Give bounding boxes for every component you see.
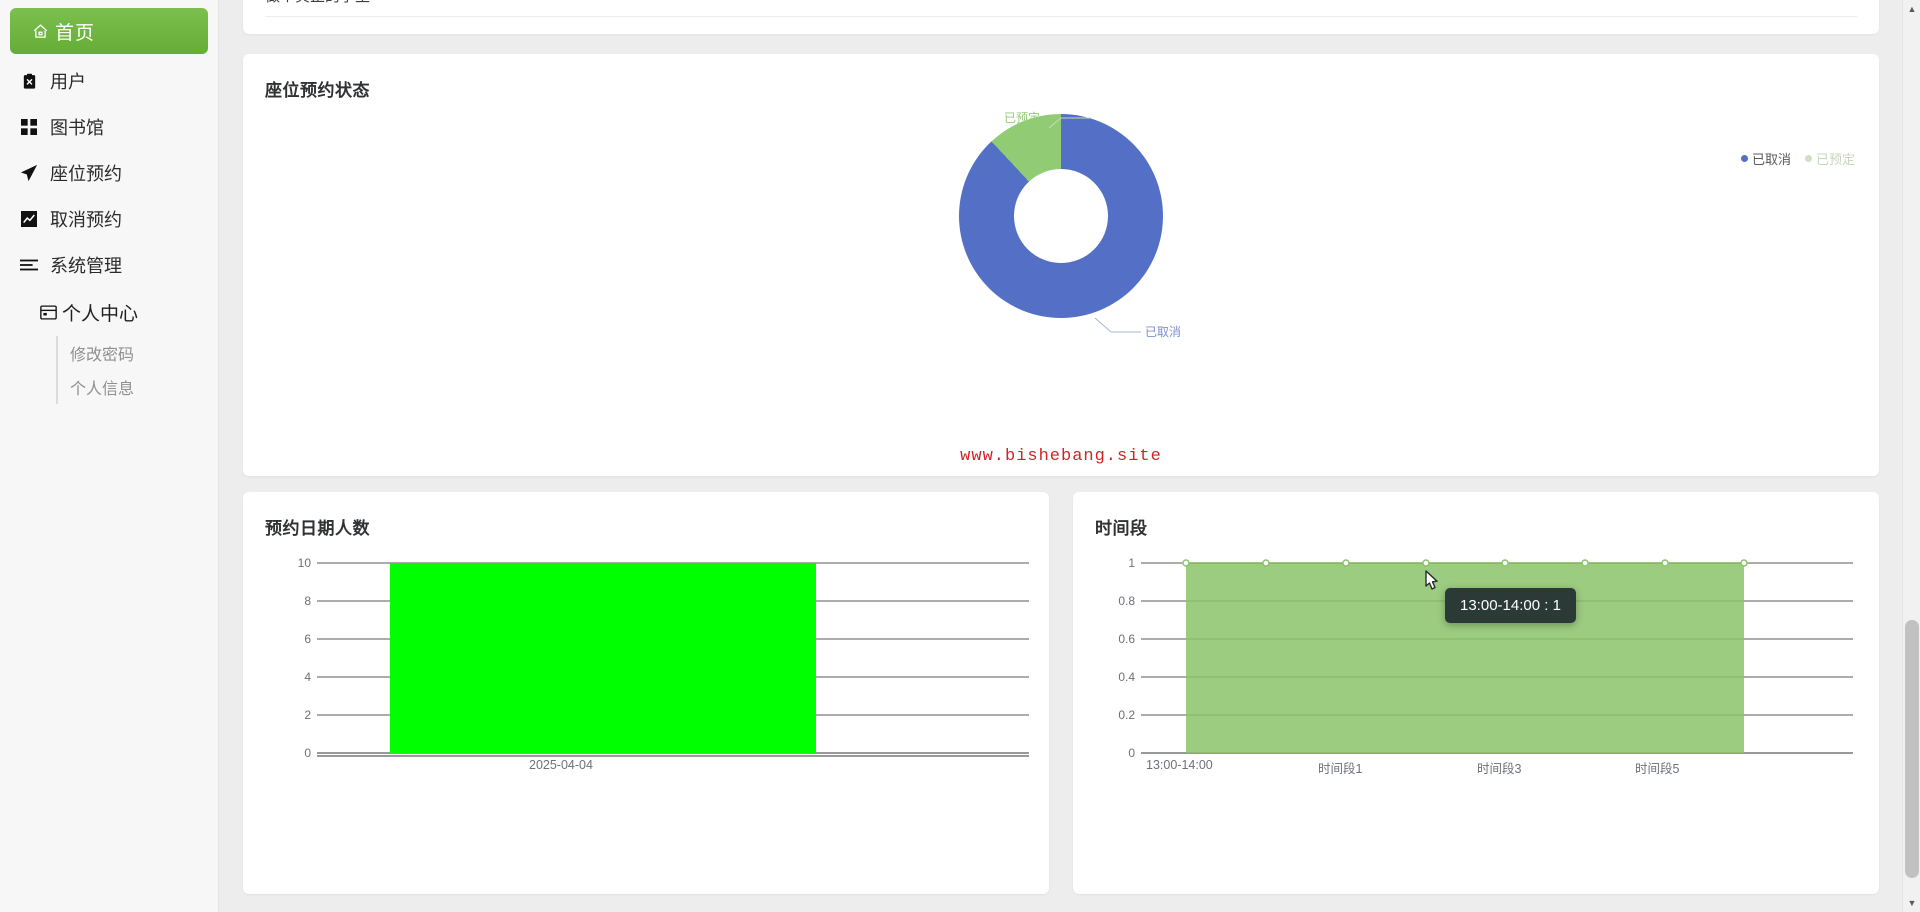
svg-text:2: 2 [304, 708, 311, 722]
legend-label-cancelled: 已取消 [1751, 152, 1791, 167]
svg-text:1: 1 [1128, 556, 1135, 570]
site-watermark: www.bishebang.site [960, 447, 1162, 466]
area-x-tick-label-2: 时间段1 [1318, 762, 1363, 776]
clipboard-user-icon [18, 73, 40, 90]
area-y-axis: 1 0.8 0.6 0.4 0.2 0 [1118, 556, 1135, 760]
reservation-date-count-card: 预约日期人数 10 8 6 4 2 0 [243, 492, 1049, 894]
time-slot-card: 时间段 1 0.8 0.6 0.4 0.2 0 [1073, 492, 1879, 894]
sidebar-group-label: 个人中心 [62, 303, 139, 325]
sidebar-sub-item-change-password[interactable]: 修改密码 [70, 336, 218, 370]
svg-text:10: 10 [298, 556, 312, 570]
area-chart-title: 时间段 [1095, 519, 1148, 538]
scroll-down-arrow[interactable]: ▼ [1907, 898, 1917, 908]
svg-text:0.8: 0.8 [1118, 594, 1135, 608]
pie-legend: 已取消 已预定 [1740, 149, 1855, 168]
main-content: 做个真正的学生 2025-04-04 09:55:46 座位预约状态 已取消 已… [219, 0, 1902, 912]
sidebar-item-cancel-reservation[interactable]: 取消预约 [0, 196, 218, 242]
sidebar-sub-item-label: 个人信息 [70, 381, 135, 398]
page-scrollbar[interactable]: ▲ ▼ [1902, 0, 1920, 912]
bar-rect[interactable] [390, 563, 816, 753]
svg-text:8: 8 [304, 594, 311, 608]
id-card-icon [40, 304, 57, 320]
sidebar-home-label: 首页 [55, 22, 96, 44]
bar-chart-title: 预约日期人数 [265, 519, 370, 538]
legend-dot-booked [1804, 155, 1812, 162]
svg-text:0: 0 [1128, 746, 1135, 760]
sidebar-item-library[interactable]: 图书馆 [0, 104, 218, 150]
sidebar-sub-list: 修改密码 个人信息 [56, 336, 218, 404]
sidebar-item-users[interactable]: 用户 [0, 58, 218, 104]
reservation-status-card: 座位预约状态 已取消 已预定 已预定 已取消 www.bisheban [243, 54, 1879, 476]
svg-text:0: 0 [304, 746, 311, 760]
announcement-card: 做个真正的学生 2025-04-04 09:55:46 [243, 0, 1879, 34]
pie-chart-title: 座位预约状态 [265, 81, 370, 100]
sidebar-item-home[interactable]: 首页 [10, 8, 208, 54]
donut-chart[interactable] [959, 114, 1163, 318]
svg-text:4: 4 [304, 670, 311, 684]
sidebar-group-personal-center[interactable]: 个人中心 [0, 288, 218, 336]
sidebar-item-label: 图书馆 [50, 118, 104, 138]
area-x-tick-label-4: 时间段3 [1477, 762, 1522, 776]
legend-label-booked: 已预定 [1815, 152, 1855, 167]
area-chart-svg[interactable]: 1 0.8 0.6 0.4 0.2 0 [1073, 544, 1879, 828]
paper-plane-icon [18, 164, 40, 182]
legend-dot-cancelled [1740, 155, 1748, 162]
area-chart-area[interactable]: 1 0.8 0.6 0.4 0.2 0 [1073, 544, 1879, 828]
area-data-points [1182, 559, 1748, 567]
bar-chart-area[interactable]: 10 8 6 4 2 0 2025-0 [243, 544, 1049, 828]
area-fill [1186, 563, 1744, 753]
bar-y-axis: 10 8 6 4 2 0 [298, 556, 312, 760]
pie-slice-label-cancelled: 已取消 [1145, 325, 1182, 339]
sidebar-sub-item-profile[interactable]: 个人信息 [70, 370, 218, 404]
sidebar-item-system-management[interactable]: 系统管理 [0, 242, 218, 288]
home-icon [32, 23, 49, 40]
announcement-timestamp: 2025-04-04 09:55:46 [1727, 0, 1857, 3]
bar-x-tick-label: 2025-04-04 [529, 758, 593, 772]
announcement-divider [265, 16, 1857, 17]
sidebar-item-label: 系统管理 [50, 256, 122, 276]
pie-slice-label-booked: 已预定 [1003, 111, 1040, 125]
donut-hole [1014, 169, 1108, 263]
svg-text:0.2: 0.2 [1118, 708, 1135, 722]
announcement-title: 做个真正的学生 [265, 0, 370, 6]
sidebar-item-label: 座位预约 [50, 164, 122, 184]
grid-icon [18, 119, 40, 135]
chart-line-icon [18, 211, 40, 227]
pie-chart-area: 已预定 已取消 [243, 100, 1879, 430]
scroll-up-arrow[interactable]: ▲ [1907, 4, 1917, 14]
legend-item-cancelled[interactable]: 已取消 [1740, 149, 1791, 168]
sidebar-item-label: 用户 [50, 72, 86, 92]
svg-text:0.4: 0.4 [1118, 670, 1135, 684]
svg-text:6: 6 [304, 632, 311, 646]
svg-text:0.6: 0.6 [1118, 632, 1135, 646]
sidebar-sub-item-label: 修改密码 [70, 347, 135, 364]
area-x-tick-label-6: 时间段5 [1635, 762, 1680, 776]
area-x-tick-label-0: 13:00-14:00 [1146, 758, 1213, 772]
list-icon [18, 258, 40, 272]
bar-chart-svg[interactable]: 10 8 6 4 2 0 [243, 544, 1049, 828]
sidebar-item-label: 取消预约 [50, 210, 122, 230]
announcement-row: 做个真正的学生 2025-04-04 09:55:46 [265, 0, 1857, 12]
sidebar-item-seat-reservation[interactable]: 座位预约 [0, 150, 218, 196]
sidebar: 首页 用户 图书馆 座位预约 [0, 0, 219, 912]
legend-item-booked[interactable]: 已预定 [1804, 149, 1855, 168]
scrollbar-thumb[interactable] [1905, 620, 1919, 878]
